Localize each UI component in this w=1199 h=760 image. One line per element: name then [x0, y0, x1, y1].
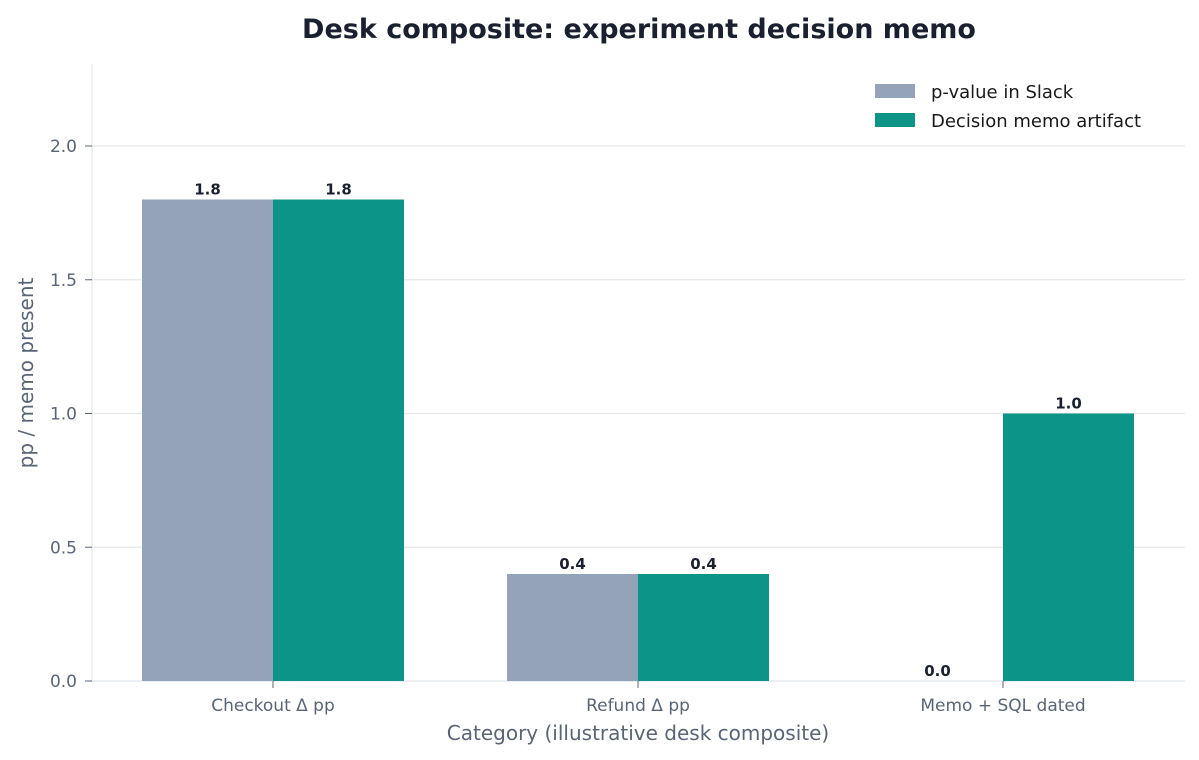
y-axis-label: pp / memo present — [14, 277, 38, 468]
bar — [638, 574, 769, 681]
bar — [273, 199, 404, 681]
bar-value-label: 0.0 — [924, 662, 951, 680]
y-ticks: 0.0 0.5 1.0 1.5 2.0 — [50, 137, 92, 692]
x-ticks: Checkout Δ pp Refund Δ pp Memo + SQL dated — [211, 681, 1086, 716]
bar-value-label: 1.8 — [194, 181, 221, 199]
legend-swatch — [875, 84, 915, 98]
y-tick-label: 0.0 — [50, 672, 77, 692]
bar-value-label: 1.8 — [325, 181, 352, 199]
x-tick-label: Refund Δ pp — [586, 696, 690, 716]
y-tick-label: 1.5 — [50, 271, 77, 291]
bar — [507, 574, 638, 681]
x-tick-label: Checkout Δ pp — [211, 696, 335, 716]
x-tick-label: Memo + SQL dated — [920, 696, 1085, 716]
value-labels: 1.8 1.8 0.4 0.4 0.0 1.0 — [194, 181, 1082, 681]
bar — [1003, 413, 1134, 681]
y-tick-label: 0.5 — [50, 538, 77, 558]
y-tick-label: 1.0 — [50, 405, 77, 425]
chart-title: Desk composite: experiment decision memo — [302, 14, 976, 45]
bars — [142, 199, 1134, 681]
bar — [142, 199, 273, 681]
y-tick-label: 2.0 — [50, 137, 77, 157]
x-axis-label: Category (illustrative desk composite) — [447, 721, 829, 745]
legend-label: Decision memo artifact — [931, 111, 1141, 132]
bar-value-label: 1.0 — [1055, 395, 1082, 413]
bar-value-label: 0.4 — [690, 555, 717, 573]
legend-label: p-value in Slack — [931, 82, 1074, 103]
bar-value-label: 0.4 — [559, 555, 586, 573]
legend-swatch — [875, 113, 915, 127]
legend: p-value in Slack Decision memo artifact — [875, 82, 1141, 132]
